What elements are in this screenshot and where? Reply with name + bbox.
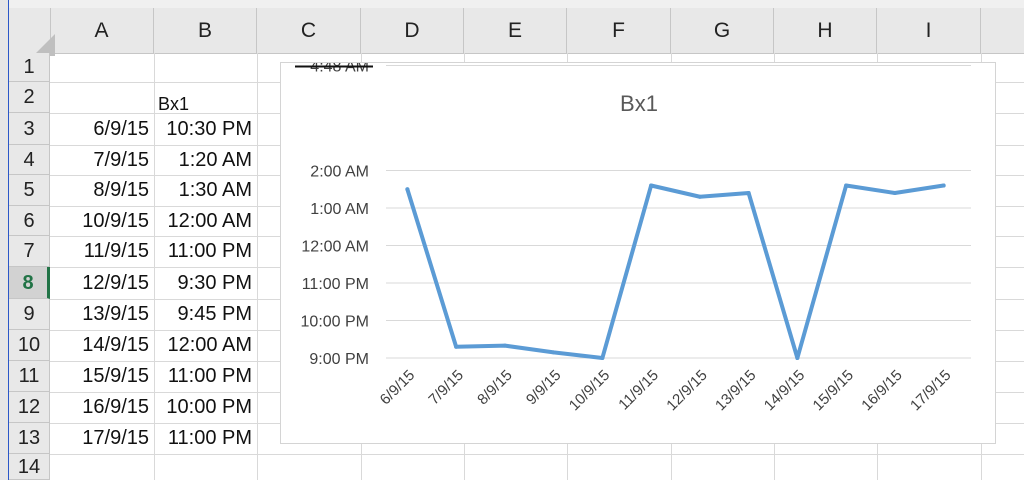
row-header-3[interactable]: 3 xyxy=(9,113,50,145)
cell-A9[interactable]: 13/9/15 xyxy=(82,303,149,325)
data-point xyxy=(454,344,459,349)
column-header-h[interactable]: H xyxy=(774,8,877,53)
cell-B5[interactable]: 1:30 AM xyxy=(178,179,252,201)
row-header-10[interactable]: 10 xyxy=(9,330,50,361)
y-tick-label: 12:00 AM xyxy=(301,239,369,256)
row-header-4[interactable]: 4 xyxy=(9,145,50,175)
y-tick-label: 11:00 PM xyxy=(302,276,369,293)
y-tick-label: 9:00 PM xyxy=(309,351,369,368)
cell-B11[interactable]: 11:00 PM xyxy=(167,365,252,387)
row-header-11[interactable]: 11 xyxy=(9,361,50,392)
x-tick-label: 7/9/15 xyxy=(425,367,467,409)
row-header-2[interactable]: 2 xyxy=(9,82,50,113)
x-tick-label: 9/9/15 xyxy=(523,367,565,409)
select-all-icon xyxy=(33,34,55,56)
column-header-g[interactable]: G xyxy=(671,8,774,53)
cell-A8[interactable]: 12/9/15 xyxy=(82,272,149,294)
cell-A10[interactable]: 14/9/15 xyxy=(82,334,149,356)
x-tick-label: 8/9/15 xyxy=(474,367,516,409)
column-header-row xyxy=(9,8,1024,54)
cell-B2[interactable]: Bx1 xyxy=(158,94,190,114)
row-header-6[interactable]: 6 xyxy=(9,206,50,236)
x-tick-label: 15/9/15 xyxy=(810,367,857,414)
cell-A11[interactable]: 15/9/15 xyxy=(82,365,149,387)
cell-B3[interactable]: 10:30 PM xyxy=(166,118,252,140)
data-point xyxy=(844,183,849,188)
ribbon-edge xyxy=(0,0,1024,8)
column-header-i[interactable]: I xyxy=(877,8,981,53)
cell-B7[interactable]: 11:00 PM xyxy=(167,240,252,262)
window-edge xyxy=(0,0,8,480)
row-header-7[interactable]: 7 xyxy=(9,236,50,267)
cell-A5[interactable]: 8/9/15 xyxy=(93,179,149,201)
y-tick-label: 4:48 AM xyxy=(310,63,369,76)
select-all-corner[interactable] xyxy=(9,8,55,56)
x-tick-label: 11/9/15 xyxy=(615,367,662,414)
column-header-f[interactable]: F xyxy=(567,8,671,53)
data-point xyxy=(697,194,702,199)
window-edge-line xyxy=(8,0,9,480)
column-header-d[interactable]: D xyxy=(361,8,464,53)
x-tick-label: 12/9/15 xyxy=(663,367,710,414)
y-tick-label: 1:00 AM xyxy=(310,201,369,218)
data-point xyxy=(600,356,605,360)
row-header-12[interactable]: 12 xyxy=(9,392,50,423)
row-header-13[interactable]: 13 xyxy=(9,423,50,454)
row-header-5[interactable]: 5 xyxy=(9,175,50,206)
row-header-14[interactable]: 14 xyxy=(9,454,50,480)
column-header-e[interactable]: E xyxy=(464,8,567,53)
chart-canvas: Bx1 4:48 AM 2:00 AM 1:00 AM 12:00 AM 11:00 PM… xyxy=(295,63,971,414)
data-point xyxy=(405,187,410,192)
row-header-1[interactable]: 1 xyxy=(9,53,50,82)
row-header-9[interactable]: 9 xyxy=(9,299,50,330)
x-tick-label: 16/9/15 xyxy=(858,367,905,414)
data-point xyxy=(649,183,654,188)
cell-A4[interactable]: 7/9/15 xyxy=(93,149,149,171)
cell-A13[interactable]: 17/9/15 xyxy=(82,427,149,449)
data-point xyxy=(502,343,507,348)
row-gridline xyxy=(50,454,1024,455)
cell-A3[interactable]: 6/9/15 xyxy=(93,118,149,140)
x-tick-label: 13/9/15 xyxy=(712,367,759,414)
line-chart[interactable]: Bx1 4:48 AM 2:00 AM 1:00 AM 12:00 AM 11:00 PM… xyxy=(280,62,996,444)
data-point xyxy=(892,191,897,195)
cell-B6[interactable]: 12:00 AM xyxy=(167,210,252,232)
row-header-8[interactable]: 8 xyxy=(9,267,50,299)
x-tick-label: 6/9/15 xyxy=(377,367,419,409)
cell-A12[interactable]: 16/9/15 xyxy=(82,396,149,418)
y-tick-label: 10:00 PM xyxy=(301,314,369,331)
cell-A6[interactable]: 10/9/15 xyxy=(82,210,149,232)
cell-B12[interactable]: 10:00 PM xyxy=(166,396,252,418)
cell-A7[interactable]: 11/9/15 xyxy=(83,240,149,262)
x-tick-label: 10/9/15 xyxy=(566,367,613,414)
y-tick-label: 2:00 AM xyxy=(310,164,369,181)
cell-B13[interactable]: 11:00 PM xyxy=(167,427,252,449)
cell-B9[interactable]: 9:45 PM xyxy=(177,303,252,325)
cell-B8[interactable]: 9:30 PM xyxy=(177,272,252,294)
chart-title: Bx1 xyxy=(620,91,658,116)
data-point xyxy=(551,350,556,355)
x-tick-label: 17/9/15 xyxy=(907,367,954,414)
column-gridline xyxy=(257,53,258,480)
column-gridline xyxy=(154,53,155,480)
column-header-c[interactable]: C xyxy=(257,8,361,53)
data-point xyxy=(941,183,946,188)
cell-B4[interactable]: 1:20 AM xyxy=(178,149,252,171)
data-point xyxy=(746,191,751,195)
cell-B10[interactable]: 12:00 AM xyxy=(167,334,252,356)
column-header-b[interactable]: B xyxy=(154,8,257,53)
data-point xyxy=(795,356,800,360)
column-header-a[interactable]: A xyxy=(50,8,154,53)
x-tick-label: 14/9/15 xyxy=(761,367,808,414)
series-line xyxy=(405,183,946,360)
